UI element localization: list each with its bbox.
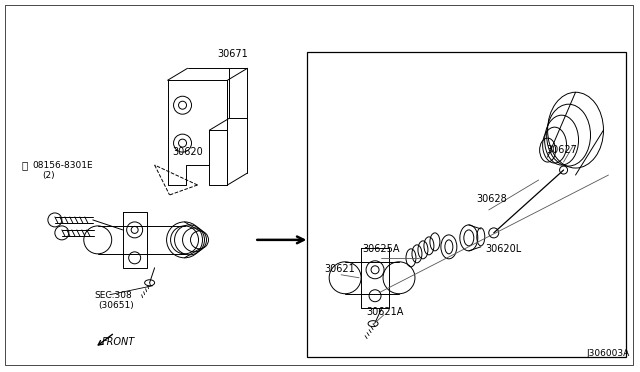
Text: 30625A: 30625A [362,244,399,254]
Text: Ⓑ: Ⓑ [22,160,28,170]
Text: SEC.308: SEC.308 [95,291,132,300]
Text: (2): (2) [42,171,54,180]
Bar [307,52,627,357]
Text: FRONT: FRONT [102,337,135,347]
Text: J306003A: J306003A [586,349,630,357]
Text: 30620: 30620 [173,147,204,157]
Text: 30671: 30671 [218,49,248,59]
Text: (30651): (30651) [98,301,134,310]
Text: 30621A: 30621A [366,307,403,317]
Text: 30621: 30621 [324,264,355,274]
Text: 30620L: 30620L [486,244,522,254]
Text: 30628: 30628 [477,194,508,204]
Text: 08156-8301E: 08156-8301E [32,161,93,170]
Ellipse shape [489,228,499,238]
Text: 30627: 30627 [547,145,577,155]
